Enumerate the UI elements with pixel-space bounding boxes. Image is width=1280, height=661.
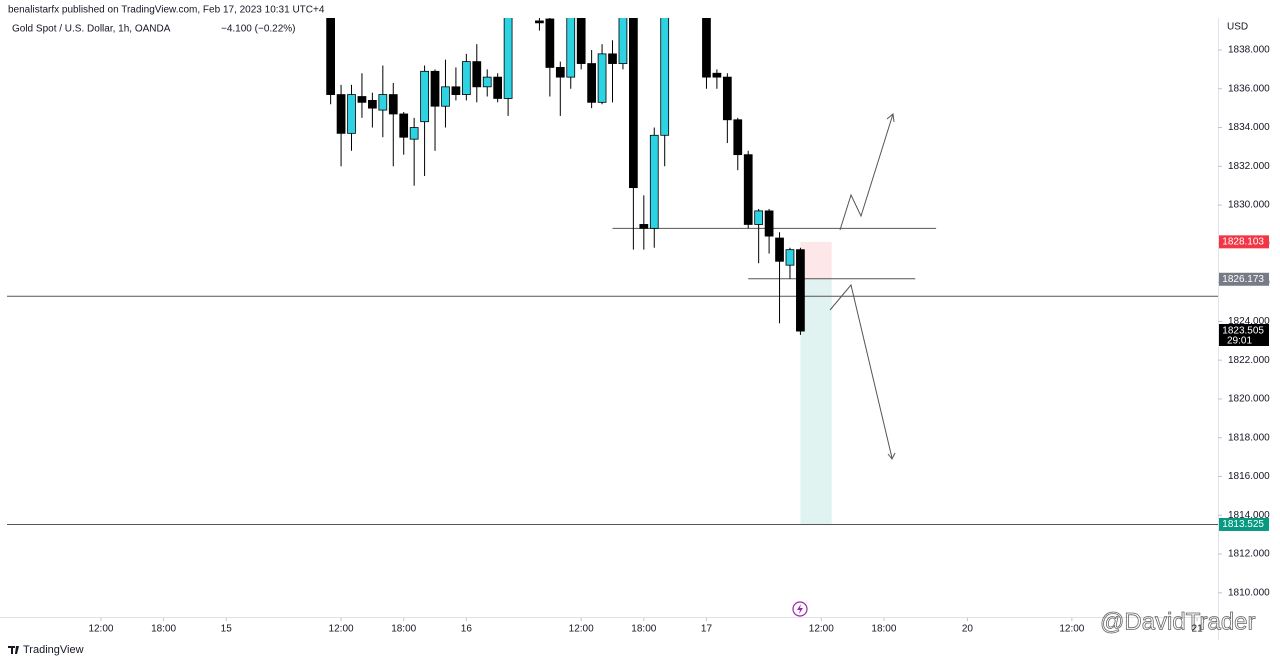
target-label-text: 1813.525 [1222, 519, 1264, 530]
candle-body [702, 18, 711, 78]
candle-body [388, 94, 398, 115]
candle-body [493, 76, 503, 99]
plot-area [7, 18, 1218, 525]
y-tick-label: 1816.000 [1228, 471, 1270, 482]
candle-body [743, 154, 753, 225]
candle-body [754, 210, 764, 225]
y-tick-label: 1830.000 [1228, 200, 1270, 211]
candle-body [357, 96, 367, 103]
countdown: 29:01 [1227, 336, 1252, 347]
candle-body [441, 86, 450, 107]
entry-label [1219, 272, 1269, 286]
x-tick-label: 20 [962, 624, 974, 635]
candle-body [576, 18, 586, 64]
candle-body [378, 94, 388, 111]
x-tick-label: 17 [701, 624, 713, 635]
y-tick-label: 1824.000 [1228, 316, 1270, 327]
x-tick-label: 12:00 [809, 624, 834, 635]
candle-body [785, 249, 795, 266]
candle-body [639, 224, 649, 229]
candle-body [535, 20, 544, 24]
candle-body [326, 18, 335, 95]
x-tick-label: 18:00 [151, 624, 176, 635]
candle-body [597, 53, 607, 103]
y-tick-label: 1836.000 [1228, 83, 1270, 94]
candle-body [409, 127, 419, 140]
candle-body [764, 210, 774, 237]
candle-body [733, 119, 743, 156]
candle-body [503, 18, 513, 99]
footer-brand: TradingView [23, 644, 84, 656]
candle-body [629, 18, 638, 189]
candle-body [430, 70, 440, 107]
candle-body [399, 113, 409, 138]
candle-body [482, 76, 492, 88]
x-tick-label: 12:00 [329, 624, 354, 635]
currency: USD [1227, 22, 1248, 33]
y-tick-label: 1814.000 [1228, 510, 1270, 521]
stop-zone [800, 241, 832, 280]
x-tick-label: 15 [221, 624, 233, 635]
candle-body [712, 72, 722, 78]
arrow-head [887, 452, 896, 460]
y-tick-label: 1822.000 [1228, 355, 1270, 366]
x-tick-label: 18:00 [631, 624, 656, 635]
candle-body [451, 86, 461, 95]
arrow-head [886, 113, 895, 123]
candle-body [472, 61, 482, 88]
x-tick-label: 18:00 [391, 624, 416, 635]
target-zone [800, 279, 832, 525]
candle-body [587, 63, 596, 103]
event-icon[interactable] [792, 601, 808, 617]
candle-body [796, 249, 805, 332]
candle-body [566, 18, 576, 78]
candle-body [461, 61, 471, 95]
y-tick-label: 1818.000 [1228, 432, 1270, 443]
x-tick-label: 12:00 [88, 624, 113, 635]
watermark: @DavidTrader [1100, 608, 1256, 635]
logo [8, 646, 19, 654]
y-tick-label: 1820.000 [1228, 394, 1270, 405]
y-tick-label: 1812.000 [1228, 549, 1270, 560]
up-path [839, 113, 894, 231]
last-price-label [1219, 323, 1269, 346]
candle-body [420, 70, 429, 123]
candle-body [722, 76, 732, 121]
candle-body [649, 134, 659, 229]
candle-body [775, 237, 784, 262]
symbol-title: Gold Spot / U.S. Dollar, 1h, OANDA [12, 24, 171, 35]
target-label [1219, 517, 1269, 531]
change: −4.100 (−0.22%) [221, 24, 296, 35]
entry-label-text: 1826.173 [1222, 274, 1264, 285]
x-tick-label: 16 [461, 624, 473, 635]
stop-label-text: 1828.103 [1222, 236, 1264, 247]
x-tick-label: 18:00 [871, 624, 896, 635]
candle-body [608, 53, 617, 64]
candle-body [618, 18, 628, 64]
y-tick-label: 1834.000 [1228, 122, 1270, 133]
y-tick-label: 1832.000 [1228, 161, 1270, 172]
x-tick-label: 12:00 [1059, 624, 1084, 635]
candle-body [660, 18, 670, 136]
candle-body [545, 18, 555, 68]
event-icon-bolt [797, 604, 803, 614]
candle-body [368, 99, 377, 109]
stop-label [1219, 235, 1269, 249]
x-tick-label: 12:00 [569, 624, 594, 635]
drawings [829, 113, 896, 460]
x-tick-label: 21 [1192, 624, 1204, 635]
candle-body [336, 94, 346, 134]
candle-body [347, 94, 356, 134]
publish-info: benalistarfx published on TradingView.co… [8, 5, 325, 16]
y-tick-label: 1810.000 [1228, 587, 1270, 598]
last-price-text: 1823.505 [1222, 326, 1264, 337]
y-tick-label: 1838.000 [1228, 45, 1270, 56]
candle-body [555, 67, 565, 78]
down-path [829, 283, 893, 459]
